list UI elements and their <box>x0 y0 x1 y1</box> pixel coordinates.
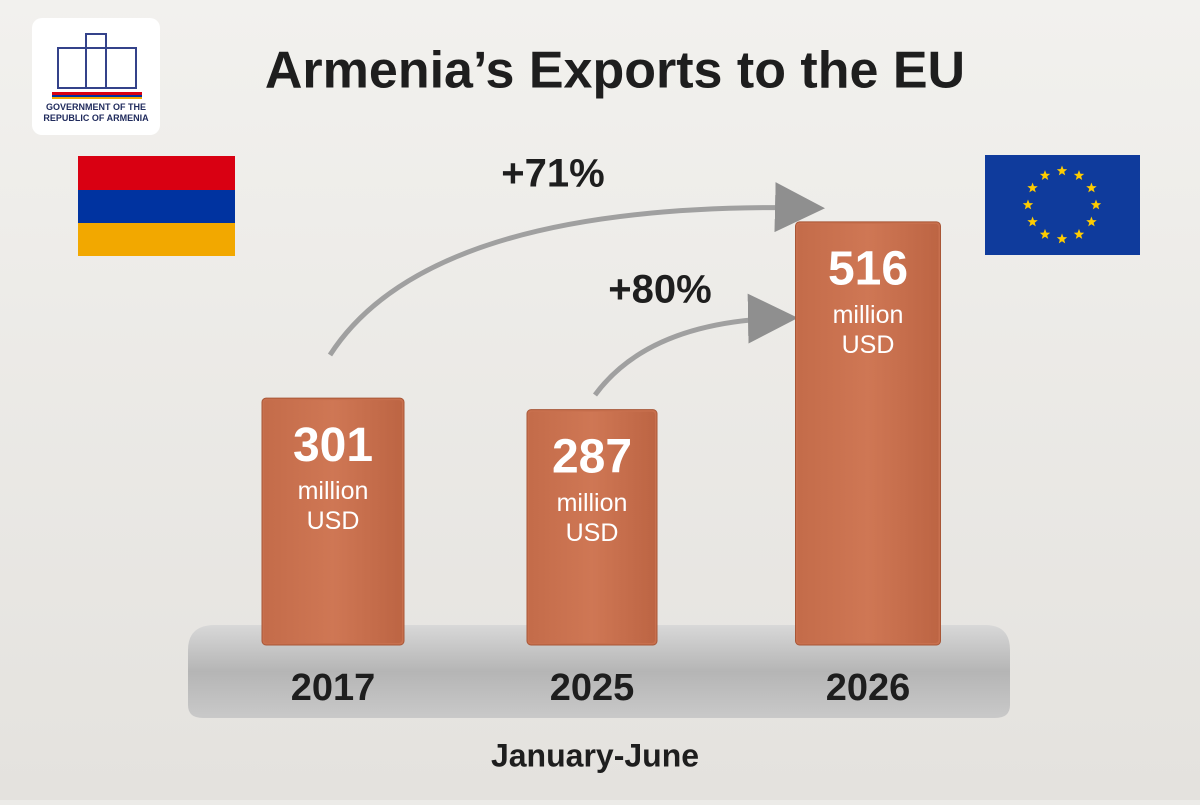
unit-label: million USD <box>832 300 904 359</box>
x-tick-label: 2017 <box>291 667 376 709</box>
logo <box>32 18 160 135</box>
bar-shade <box>797 223 939 643</box>
annotation: +71% <box>501 152 604 196</box>
unit-label: million USD <box>556 488 628 547</box>
platform <box>188 625 1010 718</box>
star <box>1056 165 1068 176</box>
star <box>1086 182 1097 193</box>
star <box>1056 233 1068 244</box>
value-label: 516 <box>828 243 908 296</box>
star <box>1022 199 1034 210</box>
unit-label-box: million USD <box>297 477 369 536</box>
bar-shade <box>529 411 655 643</box>
value-label: 301 <box>293 419 373 472</box>
armenia-flag <box>78 156 235 256</box>
arrow <box>592 293 798 397</box>
star <box>1027 182 1038 193</box>
x-tick-label: 2026 <box>826 667 911 709</box>
unit-label: million USD <box>297 477 369 536</box>
x-axis-label: January-June <box>491 737 699 773</box>
eu-flag <box>985 155 1140 255</box>
x-tick-label: 2025 <box>550 667 635 709</box>
annotation: +80% <box>608 268 711 312</box>
bar-shade <box>264 400 402 643</box>
logo-text: GOVERNMENT OF THE REPUBLIC OF ARMENIA <box>43 102 149 123</box>
chart-title: Armenia’s Exports to the EU <box>265 42 965 100</box>
star <box>1073 228 1085 239</box>
logo-text-box: GOVERNMENT OF THE REPUBLIC OF ARMENIA <box>43 102 149 123</box>
star <box>1027 216 1038 227</box>
star <box>1039 228 1051 239</box>
unit-label-box: million USD <box>556 488 628 547</box>
star <box>1039 170 1051 180</box>
value-label: 287 <box>552 430 632 483</box>
star <box>1073 170 1085 180</box>
star <box>1086 216 1097 227</box>
star <box>1090 199 1102 210</box>
unit-label-box: million USD <box>832 300 904 359</box>
arrow <box>327 182 825 357</box>
